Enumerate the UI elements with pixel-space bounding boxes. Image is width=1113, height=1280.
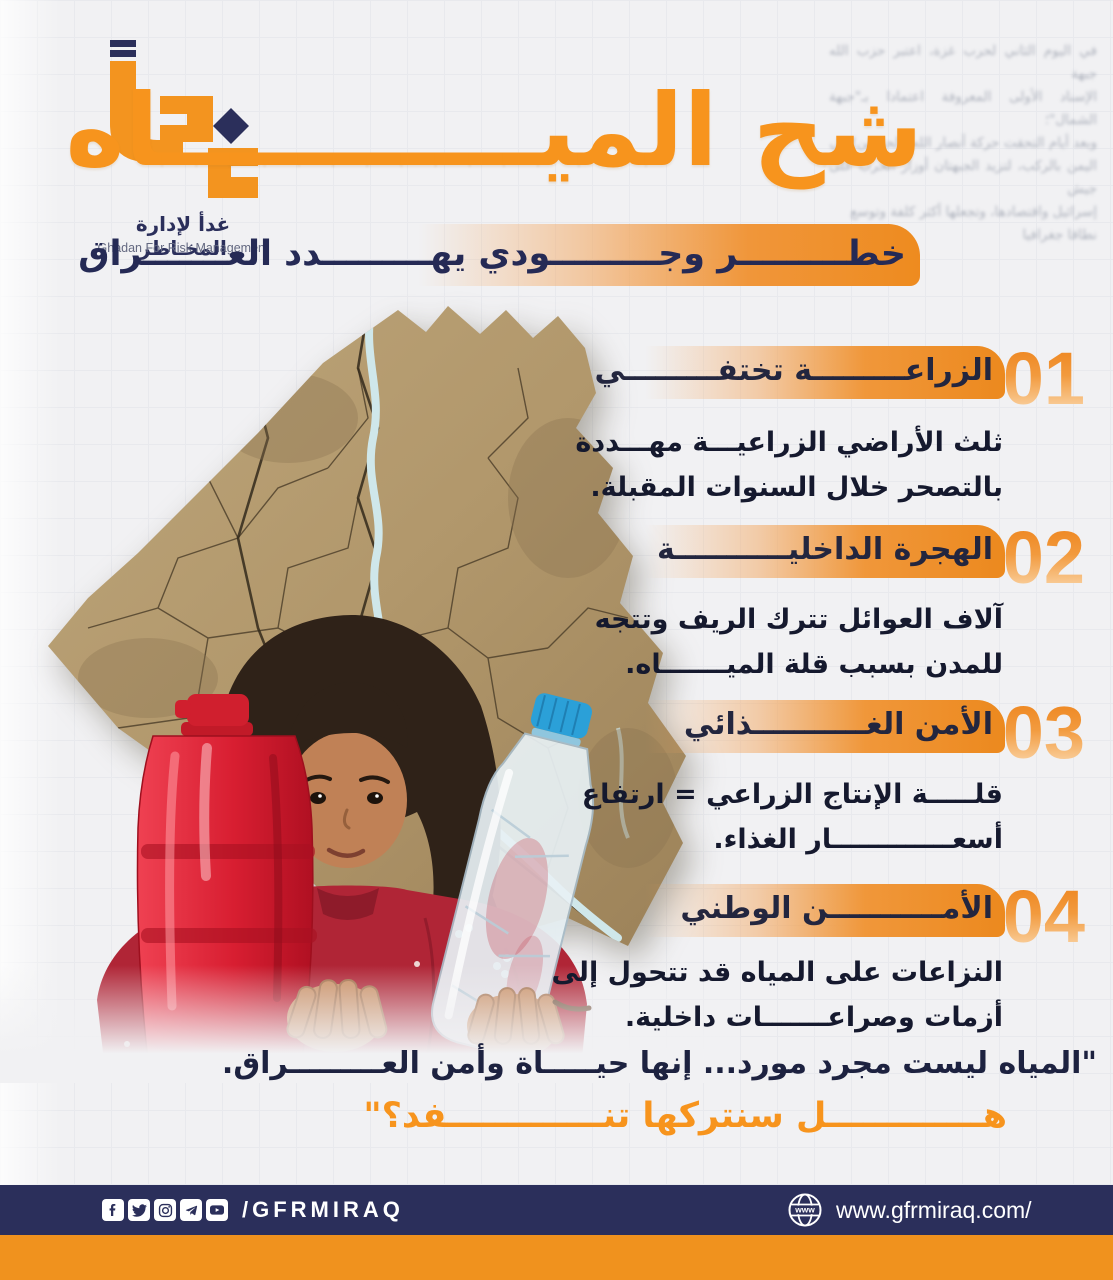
quote-line-1: "المياه ليست مجرد مورد... إنها حيـــــاة… <box>221 1046 1097 1081</box>
background-watermark-text: في اليوم الثاني لحرب غزة، اعتبر حزب الله… <box>829 40 1097 247</box>
watermark-line: الإسناد الأولى المعروفة اعتمادا بـ"جبهة … <box>829 89 1097 128</box>
globe-www-icon: www <box>788 1193 822 1227</box>
twitter-icon[interactable] <box>128 1199 150 1221</box>
brand-name-arabic: غدأ لإدارة المخـاطر <box>135 212 231 260</box>
instagram-icon[interactable] <box>154 1199 176 1221</box>
watermark-line: إسرائيل واقتصادها، وتجعلها أكثر كلفة وتو… <box>850 204 1097 220</box>
photo-bottom-fade <box>0 965 740 1083</box>
youtube-icon[interactable] <box>206 1199 228 1221</box>
page-title: شح الميـــــــــــاه <box>65 72 923 189</box>
social-links: /GFRMIRAQ <box>102 1199 404 1221</box>
subtitle-banner: خطـــــــــر وجـــــــــودي يهـــــــــد… <box>78 224 920 286</box>
footer-orange-bar <box>0 1235 1113 1280</box>
watermark-line: وبعد أيام التحقت حركة أنصار الله (الحوثي… <box>829 135 1097 151</box>
brand-logo-icon <box>110 40 258 198</box>
telegram-icon[interactable] <box>180 1199 202 1221</box>
facebook-icon[interactable] <box>102 1199 124 1221</box>
watermark-line: نطاقا جغرافيا <box>1022 227 1097 243</box>
globe-www-label: www <box>794 1205 815 1215</box>
website-link[interactable]: www.gfrmiraq.com/ <box>836 1197 1032 1223</box>
social-handle[interactable]: /GFRMIRAQ <box>242 1197 404 1222</box>
quote-line-2: هـــــــــــــل سنتركها تنـــــــــــــف… <box>363 1096 1007 1136</box>
subtitle-text: خطـــــــــر وجـــــــــودي يهـــــــــد… <box>78 234 906 274</box>
brand-name-english: Ghadan For Risk Management <box>97 241 269 255</box>
watermark-line: اليمن بالركب، لتزيد الجبهتان أوزار الحرب… <box>829 158 1097 197</box>
watermark-line: في اليوم الثاني لحرب غزة، اعتبر حزب الله… <box>829 43 1097 82</box>
